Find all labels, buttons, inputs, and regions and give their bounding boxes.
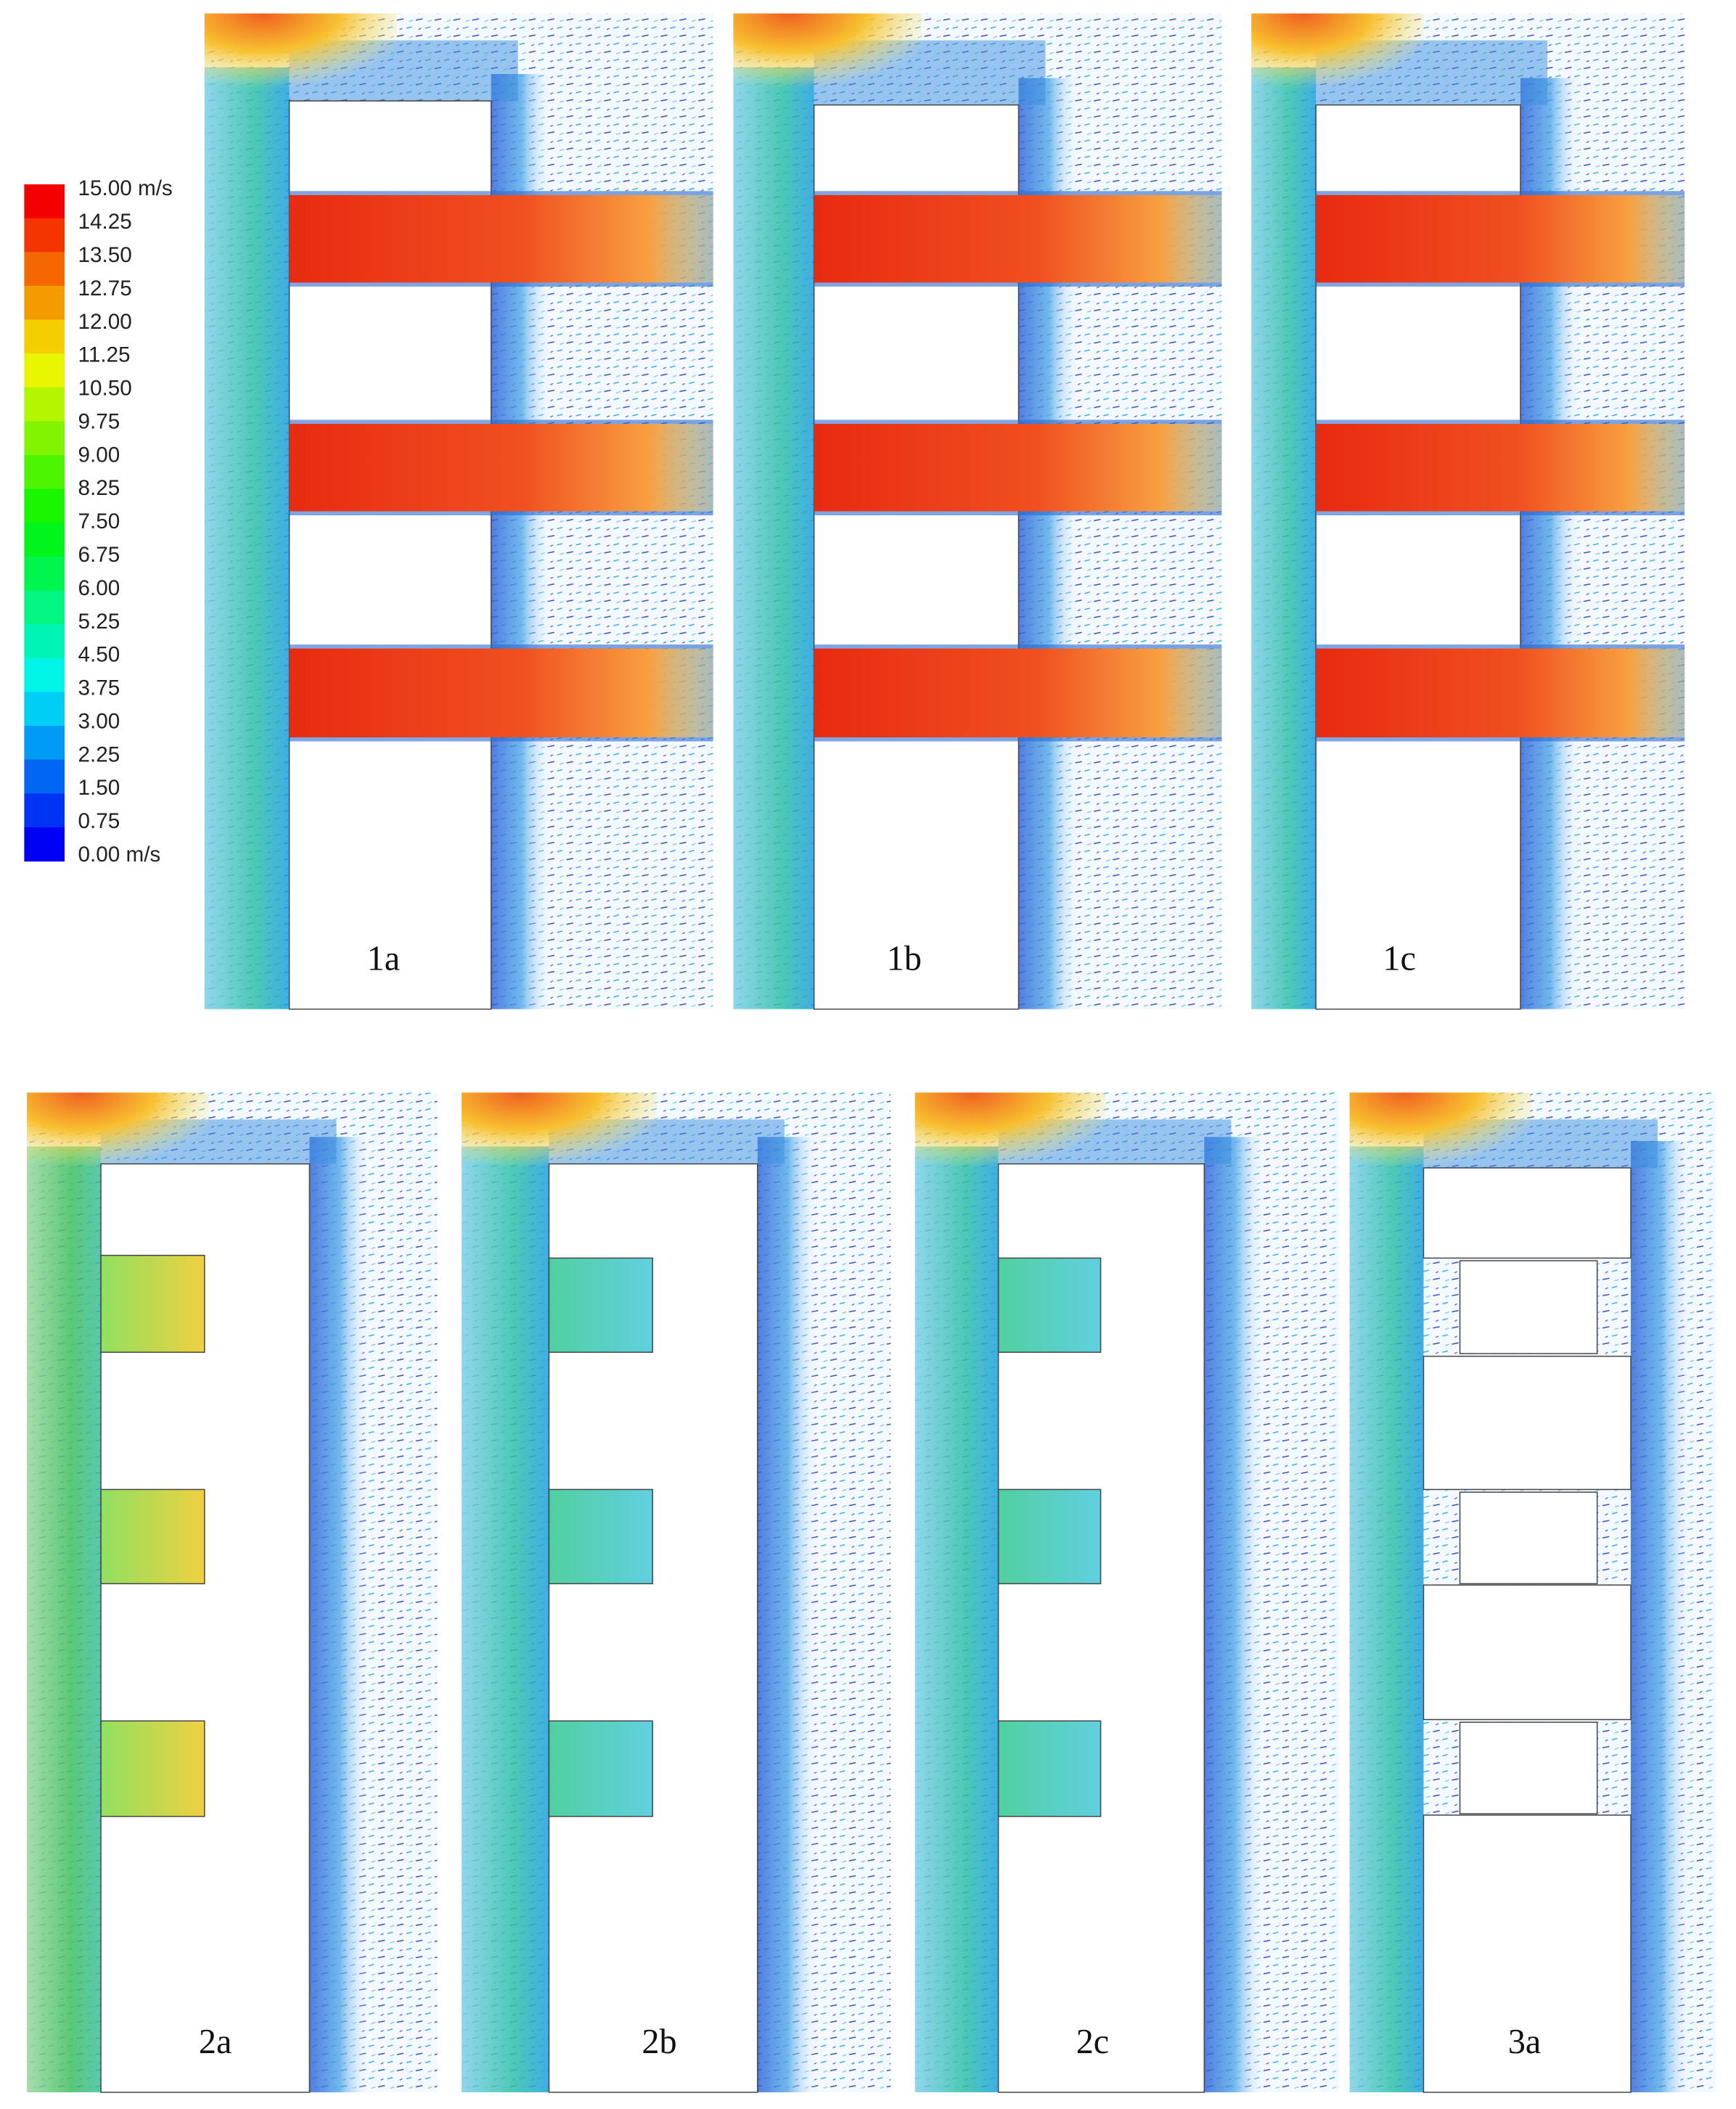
leeward-strip (1204, 1137, 1265, 2092)
colorbar-segment (24, 184, 65, 219)
windward-channel (461, 1146, 549, 2092)
corner-fan (204, 13, 397, 108)
room-flow (548, 1488, 653, 1584)
building-block (1422, 1814, 1631, 2093)
colorbar-label: 15.00 m/s (78, 176, 173, 200)
colorbar-label: 10.50 (78, 377, 132, 401)
colorbar-segment (24, 218, 65, 253)
colorbar-label: 0.00 m/s (78, 843, 161, 867)
building-block (1459, 1721, 1598, 1814)
room-flow (997, 1257, 1102, 1354)
colorbar-segment (24, 590, 65, 625)
colorbar-label: 11.25 (78, 343, 131, 367)
colorbar-segment (24, 319, 65, 354)
jet-flow (814, 424, 1222, 512)
panel-label: 1b (887, 940, 922, 978)
panel-label: 1a (367, 940, 400, 978)
windward-channel (27, 1146, 102, 2092)
room-flow (100, 1720, 205, 1817)
jet-flow (1316, 648, 1685, 737)
colorbar-segment (24, 421, 65, 456)
jet-flow (289, 194, 713, 283)
leeward-strip (1631, 1141, 1692, 2092)
windward-channel (1349, 1146, 1424, 2092)
jet-flow (814, 194, 1222, 283)
colorbar-segment (24, 455, 65, 490)
colorbar-segment (24, 488, 65, 523)
colorbar-label: 7.50 (78, 509, 120, 533)
building-block (1422, 1584, 1631, 1721)
leeward-strip (309, 1137, 370, 2092)
jet-flow (289, 424, 713, 512)
leeward-strip (757, 1137, 819, 2092)
room-flow (997, 1488, 1102, 1584)
colorbar-label: 9.75 (78, 409, 120, 433)
building-block (1459, 1491, 1598, 1584)
colorbar-label: 6.75 (78, 543, 120, 567)
colorbar-label: 5.25 (78, 610, 120, 634)
colorbar-label: 6.00 (78, 576, 120, 600)
colorbar-segment (24, 285, 65, 321)
jet-flow (1316, 194, 1685, 283)
windward-channel (204, 67, 290, 1010)
panel-label: 2b (642, 2023, 676, 2061)
colorbar-label: 13.50 (78, 243, 132, 267)
windward-channel (1251, 67, 1317, 1010)
colorbar-label: 12.00 (78, 310, 132, 334)
colorbar-segment (24, 793, 65, 828)
colorbar-label: 4.50 (78, 643, 120, 667)
room-flow (997, 1720, 1102, 1817)
room-flow (100, 1488, 205, 1584)
colorbar-segment (24, 353, 65, 388)
jet-flow (814, 648, 1222, 737)
building-block (1422, 1167, 1631, 1259)
colorbar-segment (24, 556, 65, 591)
colorbar-segment (24, 252, 65, 287)
colorbar-label: 9.00 (78, 443, 120, 467)
colorbar-label: 3.00 (78, 709, 120, 733)
figure-content: 15.00 m/s 14.25 13.50 12.75 12.00 11.25 10.50 9… (24, 13, 1716, 2093)
panel-label: 3a (1508, 2023, 1541, 2061)
colorbar-segment (24, 523, 65, 557)
jet-flow (1316, 424, 1685, 512)
panel-label: 2a (199, 2023, 232, 2061)
room-flow (100, 1255, 205, 1354)
colorbar-label: 8.25 (78, 476, 120, 500)
colorbar-segment (24, 658, 65, 692)
colorbar-segment (24, 726, 65, 761)
corner-fan (733, 13, 922, 108)
colorbar-segment (24, 387, 65, 422)
building-block (1422, 1356, 1631, 1491)
panel-label: 2c (1076, 2023, 1109, 2061)
windward-channel (733, 67, 814, 1010)
colorbar-segment (24, 692, 65, 726)
colorbar-segment (24, 624, 65, 659)
colorbar-label: 12.75 (78, 277, 132, 300)
colorbar-label: 2.25 (78, 742, 120, 766)
room-flow (548, 1720, 653, 1817)
colorbar-label: 0.75 (78, 809, 120, 833)
colorbar-label: 1.50 (78, 776, 120, 800)
building-block (1459, 1260, 1598, 1354)
panel-label: 1c (1383, 940, 1415, 978)
windward-channel (914, 1146, 999, 2092)
colorbar-segment (24, 827, 65, 862)
corner-fan (1251, 13, 1424, 108)
jet-flow (289, 648, 713, 737)
colorbar-segment (24, 759, 65, 794)
room-flow (548, 1257, 653, 1354)
colorbar-label: 3.75 (78, 676, 120, 700)
colorbar-label: 14.25 (78, 210, 132, 234)
